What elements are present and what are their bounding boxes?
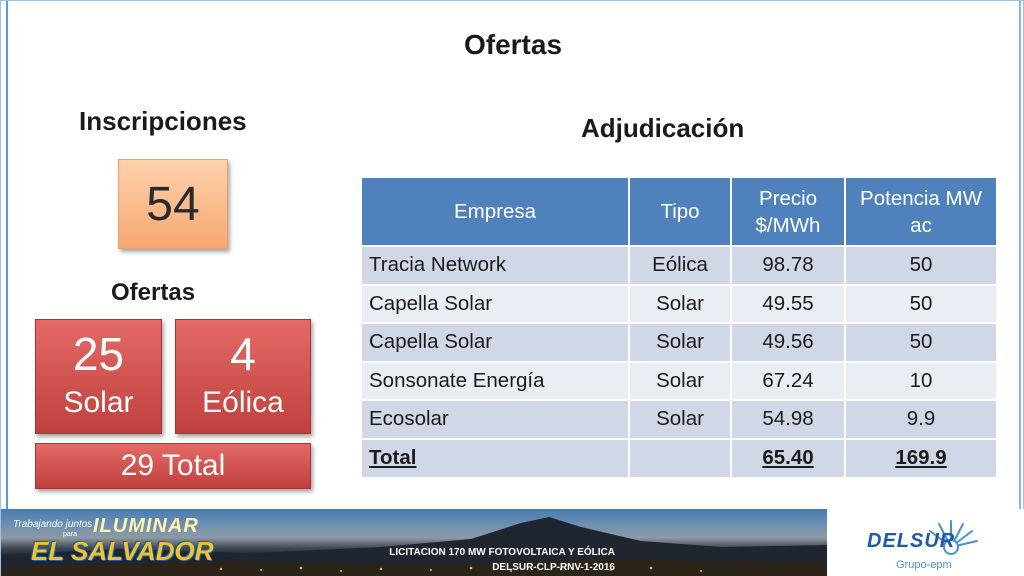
cell-tipo: Solar (629, 322, 732, 362)
inscripciones-heading: Inscripciones (79, 106, 247, 136)
inscripciones-count: 54 (146, 177, 200, 231)
footer-landscape-image: Trabajando juntos para ILUMINAR EL SALVA… (1, 509, 827, 576)
total-offers-box: 29 Total (35, 443, 311, 489)
table-row: Sonsonate Energía Solar 67.24 10 (362, 360, 996, 400)
cell-potencia: 50 (845, 322, 996, 362)
licitacion-title: LICITACION 170 MW FOTOVOLTAICA Y EÓLICA (389, 547, 615, 558)
total-label: Total (362, 437, 630, 477)
volcano-silhouette-image (1, 517, 827, 576)
cell-potencia: 50 (845, 245, 996, 285)
cell-tipo: Solar (629, 283, 732, 323)
footer-banner: Trabajando juntos para ILUMINAR EL SALVA… (1, 509, 1024, 576)
cell-tipo: Solar (629, 360, 732, 400)
cell-potencia: 50 (845, 283, 996, 323)
cell-tipo: Eólica (629, 245, 732, 285)
adjudicacion-heading: Adjudicación (581, 113, 745, 143)
slogan-el-salvador: EL SALVADOR (31, 536, 214, 566)
delsur-sun-icon (929, 520, 978, 555)
cell-potencia: 10 (845, 360, 996, 400)
table-row: Ecosolar Solar 54.98 9.9 (362, 399, 996, 439)
total-precio: 65.40 (731, 437, 846, 477)
slogan-trabajando: Trabajando juntos (13, 519, 93, 530)
ofertas-heading: Ofertas (111, 279, 196, 306)
solar-offers-count: 25 (72, 328, 125, 380)
slogan-para: para (63, 531, 78, 538)
column-header-potencia: Potencia MW ac (845, 178, 996, 246)
column-header-tipo: Tipo (629, 178, 732, 246)
licitacion-code: DELSUR-CLP-RNV-1-2016 (492, 562, 615, 573)
grupo-epm-label: Grupo-epm (896, 559, 952, 571)
eolica-offers-label: Eólica (202, 386, 284, 419)
total-offers-label: 29 Total (120, 449, 226, 482)
cell-empresa: Ecosolar (362, 399, 630, 439)
cell-empresa: Capella Solar (362, 283, 630, 323)
column-header-precio: Precio $/MWh (731, 178, 846, 246)
table-header-row: Empresa Tipo Precio $/MWh Potencia MW ac (362, 178, 996, 246)
column-header-empresa: Empresa (362, 178, 630, 246)
solar-offers-label: Solar (63, 386, 134, 419)
right-accent-rule (1019, 1, 1021, 509)
solar-offers-box: 25 Solar (35, 319, 162, 434)
cell-empresa: Capella Solar (362, 322, 630, 362)
left-accent-rule (6, 1, 8, 509)
delsur-logo-area (827, 509, 1024, 576)
delsur-brand: DELSUR (867, 530, 956, 552)
eolica-offers-count: 4 (230, 328, 256, 380)
cell-precio: 54.98 (731, 399, 846, 439)
cell-precio: 49.56 (731, 322, 846, 362)
cell-potencia: 9.9 (845, 399, 996, 439)
cell-precio: 98.78 (731, 245, 846, 285)
total-potencia: 169.9 (845, 437, 996, 477)
cell-precio: 67.24 (731, 360, 846, 400)
table-row: Capella Solar Solar 49.55 50 (362, 283, 996, 323)
slogan-iluminar: ILUMINAR (93, 515, 199, 537)
total-tipo-empty (629, 437, 732, 477)
adjudicacion-table: Empresa Tipo Precio $/MWh Potencia MW ac… (362, 178, 996, 477)
cell-empresa: Tracia Network (362, 245, 630, 285)
cell-empresa: Sonsonate Energía (362, 360, 630, 400)
cell-tipo: Solar (629, 399, 732, 439)
table-total-row: Total 65.40 169.9 (362, 437, 996, 477)
table-row: Tracia Network Eólica 98.78 50 (362, 245, 996, 285)
cell-precio: 49.55 (731, 283, 846, 323)
table-row: Capella Solar Solar 49.56 50 (362, 322, 996, 362)
eolica-offers-box: 4 Eólica (175, 319, 311, 434)
slide-title: Ofertas (463, 29, 563, 60)
inscripciones-count-box: 54 (118, 159, 228, 249)
